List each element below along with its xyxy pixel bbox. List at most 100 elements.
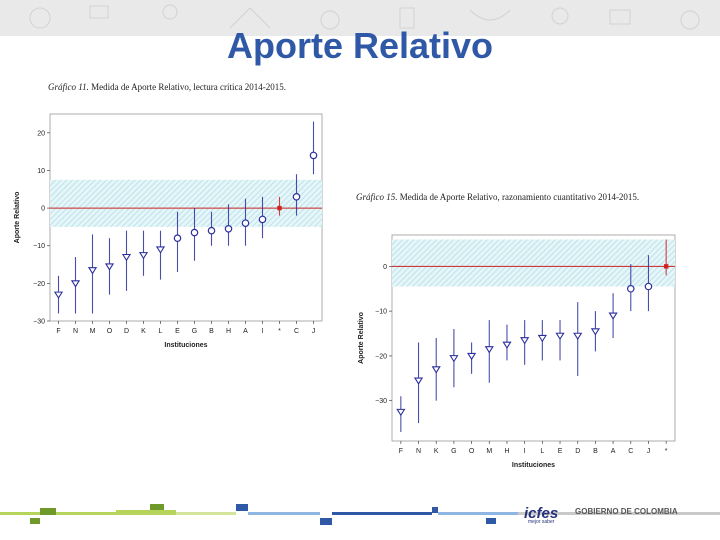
x-tick-label: L (540, 448, 544, 455)
data-point (104, 263, 115, 271)
footer-block (438, 512, 518, 515)
data-point (241, 219, 250, 227)
data-point (573, 332, 583, 341)
slide-title: Aporte Relativo (226, 25, 494, 66)
chart-razonamiento-cuantitativo: Gráfico 15. Medida de Aporte Relativo, r… (356, 192, 676, 469)
x-tick-label: A (243, 328, 248, 335)
footer-block (518, 512, 720, 515)
x-tick-label: J (312, 328, 316, 335)
y-axis-label: Aporte Relativo (358, 312, 365, 364)
y-axis-label: Aporte Relativo (14, 192, 21, 244)
chart-caption-number: Gráfico 11. (48, 82, 89, 92)
data-point (590, 328, 600, 336)
data-point (626, 284, 635, 293)
data-point (292, 193, 301, 201)
header-band (0, 0, 720, 36)
x-tick-label: F (56, 328, 60, 335)
footer-block (150, 504, 164, 510)
chart-caption-number: Gráfico 15. (356, 192, 398, 202)
icfes-logo-sub: mejor saber (528, 519, 555, 525)
data-point (53, 291, 64, 299)
data-point (190, 228, 199, 237)
data-point (520, 337, 530, 345)
y-tick-label: −30 (375, 398, 387, 405)
y-tick-label: −10 (375, 309, 387, 316)
y-tick-label: 10 (37, 168, 45, 175)
footer-block (116, 510, 176, 515)
data-point (644, 282, 653, 291)
footer-block (486, 518, 496, 524)
footer-block (30, 518, 40, 524)
data-point (224, 224, 233, 233)
x-tick-label: H (504, 448, 509, 455)
x-tick-label: H (226, 328, 231, 335)
footer-block (432, 507, 438, 513)
x-tick-label: K (434, 448, 439, 455)
footer-block (248, 512, 320, 515)
data-point (277, 205, 282, 211)
x-tick-label: J (647, 448, 651, 455)
footer-block (0, 512, 40, 515)
data-point (173, 234, 182, 243)
y-tick-label: 0 (383, 264, 387, 271)
y-tick-label: 20 (37, 130, 45, 137)
data-point (467, 352, 477, 361)
x-tick-label: G (451, 448, 456, 455)
chart-lectura-critica: Gráfico 11. Medida de Aporte Relativo, l… (14, 82, 323, 349)
data-point (155, 246, 166, 254)
header-pattern (29, 4, 700, 30)
data-point (309, 151, 318, 160)
data-point (413, 377, 424, 385)
footer-block (176, 512, 236, 515)
x-tick-label: D (575, 448, 580, 455)
data-point (608, 312, 618, 320)
x-tick-label: * (278, 328, 281, 335)
x-tick-label: L (159, 328, 163, 335)
y-tick-label: −20 (375, 353, 387, 360)
y-tick-label: −30 (33, 319, 45, 326)
footer-block (56, 512, 116, 515)
x-tick-label: B (593, 448, 598, 455)
x-tick-label: E (558, 448, 563, 455)
x-tick-label: B (209, 328, 214, 335)
data-point (484, 346, 494, 354)
data-point (449, 355, 459, 363)
x-tick-label: A (611, 448, 616, 455)
data-point (555, 332, 565, 341)
chart-caption-text: Medida de Aporte Relativo, lectura críti… (89, 82, 286, 92)
x-tick-label: I (262, 328, 264, 335)
x-tick-label: D (124, 328, 129, 335)
chart-caption: Gráfico 15. Medida de Aporte Relativo, r… (356, 192, 639, 202)
data-point (207, 226, 216, 235)
footer-block (332, 512, 432, 515)
data-point (70, 280, 81, 288)
confidence-band (50, 179, 322, 227)
chart-caption: Gráfico 11. Medida de Aporte Relativo, l… (48, 82, 286, 92)
gobierno-logo: GOBIERNO DE COLOMBIA (575, 507, 678, 516)
x-tick-label: E (175, 328, 180, 335)
footer-block (236, 504, 248, 511)
data-point (431, 366, 441, 374)
x-tick-label: K (141, 328, 146, 335)
footer-block (40, 508, 56, 515)
data-point (121, 253, 132, 262)
x-tick-label: O (469, 448, 475, 455)
confidence-band (392, 239, 675, 287)
x-tick-label: I (524, 448, 526, 455)
x-tick-label: F (399, 448, 403, 455)
data-point (502, 341, 512, 349)
x-tick-label: N (73, 328, 78, 335)
x-tick-label: G (192, 328, 197, 335)
data-point (396, 408, 406, 417)
x-tick-label: M (90, 328, 96, 335)
data-point (138, 252, 149, 260)
x-axis-label: Instituciones (164, 342, 207, 349)
y-tick-label: −20 (33, 281, 45, 288)
x-tick-label: C (294, 328, 299, 335)
x-axis-label: Instituciones (512, 462, 555, 469)
y-tick-label: −10 (33, 243, 45, 250)
y-tick-label: 0 (41, 206, 45, 213)
x-tick-label: * (665, 448, 668, 455)
footer-block (320, 518, 332, 525)
chart-caption-text: Medida de Aporte Relativo, razonamiento … (398, 192, 640, 202)
